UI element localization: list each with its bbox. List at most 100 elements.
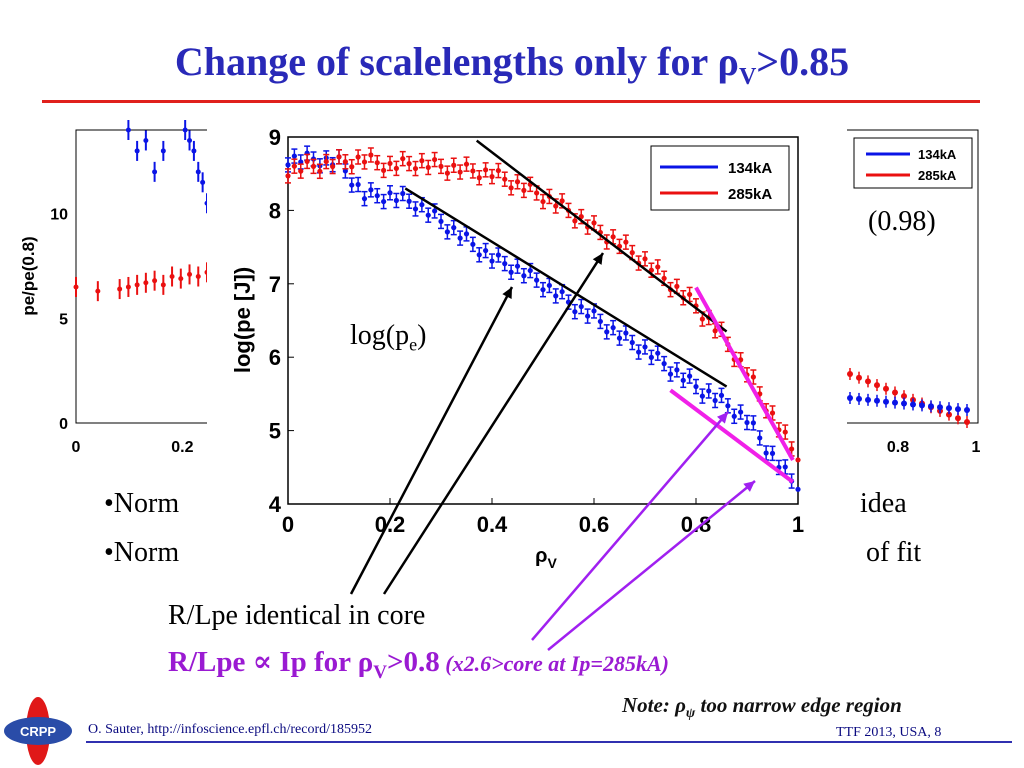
front-point — [572, 309, 578, 315]
back-point — [195, 169, 201, 175]
front-point — [591, 308, 597, 314]
front-chart-xlabel: ρV — [535, 545, 557, 571]
front-point — [381, 198, 387, 205]
front-legend-box — [650, 145, 790, 211]
ip-scaling-sub: V — [373, 661, 387, 683]
front-point — [323, 158, 329, 165]
front-point — [457, 235, 463, 241]
front-point — [470, 168, 476, 174]
front-point — [731, 413, 737, 419]
front-chart-frame — [287, 136, 799, 505]
back-point — [160, 282, 166, 288]
back-chart-legend: 134kA 285kA — [853, 137, 973, 189]
front-point — [355, 154, 361, 160]
ip-scaling-tail: >0.8 — [387, 646, 440, 678]
front-point — [553, 293, 559, 299]
front-chart-ylabel: log(pe [J]) — [230, 267, 255, 373]
note-sub: ψ — [685, 706, 696, 722]
front-point — [534, 190, 540, 196]
front-ytick-label: 6 — [269, 345, 281, 370]
title-main: Change of scalelengths only for — [174, 39, 718, 84]
front-point — [368, 152, 374, 158]
note-main: Note: — [622, 693, 676, 717]
front-point — [578, 214, 584, 220]
front-point — [425, 212, 431, 218]
front-point — [451, 162, 457, 168]
front-chart-legend: 134kA 285kA — [650, 145, 790, 211]
footer-rule — [86, 741, 1012, 743]
front-point — [540, 198, 546, 205]
front-point — [674, 283, 680, 289]
back-point — [143, 280, 149, 286]
back-point — [178, 276, 184, 282]
front-point — [750, 420, 756, 426]
arrow-head — [502, 287, 512, 299]
footer-conference-text: TTF 2013, USA, — [836, 725, 935, 740]
note-tail: too narrow edge region — [695, 693, 902, 717]
arrow-head — [716, 412, 728, 424]
front-ytick-label: 4 — [269, 492, 282, 517]
front-point — [508, 185, 514, 191]
text-ip-scaling: R/Lpe ∝ Ip for ρV>0.8 (x2.6>core at Ip=2… — [168, 644, 669, 684]
front-point — [655, 264, 661, 270]
front-point — [400, 190, 406, 197]
front-ytick-label: 9 — [269, 125, 281, 150]
title-subscript: V — [738, 64, 757, 90]
front-point — [648, 354, 654, 360]
back-legend-label-134: 134kA — [918, 147, 957, 162]
note-text: Note: ρψ too narrow edge region — [622, 693, 902, 722]
front-point — [763, 450, 769, 456]
front-point — [527, 267, 533, 274]
back-point — [143, 137, 149, 143]
annotation-log-main: log(p — [350, 320, 410, 351]
front-point — [342, 168, 348, 174]
arrow-shaft — [547, 480, 756, 651]
front-point — [706, 388, 712, 394]
front-point — [534, 277, 540, 283]
front-point — [400, 156, 406, 162]
arrow-shaft — [349, 286, 514, 595]
front-point — [578, 303, 584, 310]
front-point — [285, 162, 291, 168]
front-point — [591, 220, 597, 226]
back-point — [125, 284, 131, 290]
front-point — [789, 446, 795, 452]
front-point — [769, 450, 776, 456]
front-point — [457, 169, 463, 175]
front-point — [750, 374, 756, 380]
back-xtick-label: 0.8 — [887, 439, 909, 456]
front-point — [432, 156, 438, 163]
back-point — [200, 179, 206, 185]
arrow-shaft — [382, 252, 605, 595]
back-ytick-label: 0 — [59, 416, 68, 433]
front-point — [298, 159, 304, 165]
front-point — [438, 218, 444, 225]
front-point — [483, 167, 489, 173]
back-chart-ticks: 0 5 10 0 0.2 0.8 1 — [50, 207, 980, 456]
front-chart-ticks: 0 0.2 0.4 0.6 0.8 1 4 5 6 7 8 9 — [269, 125, 804, 537]
front-point — [514, 263, 521, 269]
front-point — [425, 164, 431, 171]
front-point — [782, 429, 788, 435]
front-point — [406, 161, 412, 167]
front-point — [712, 328, 718, 334]
back-point — [160, 148, 166, 154]
front-point — [419, 202, 425, 208]
front-point — [489, 258, 495, 264]
front-point — [769, 410, 776, 416]
front-xtick-label: 0.4 — [477, 512, 508, 537]
footer-conference: TTF 2013, USA, 8 — [836, 725, 941, 741]
back-legend-box — [853, 137, 973, 189]
front-point — [744, 419, 750, 426]
front-point — [444, 170, 450, 176]
title-rho: ρ — [717, 39, 739, 84]
arrow-head — [592, 253, 603, 265]
front-point — [502, 176, 508, 182]
annotation-log-sub: e — [409, 334, 418, 355]
front-point — [285, 173, 291, 179]
front-point — [393, 165, 399, 171]
back-point — [134, 148, 140, 154]
back-legend-label-285: 285kA — [918, 168, 957, 183]
front-point — [330, 163, 336, 170]
